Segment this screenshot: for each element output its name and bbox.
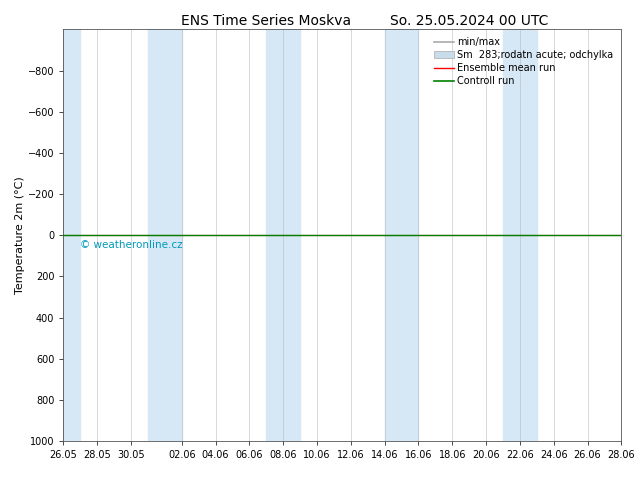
- Bar: [385, 29, 418, 441]
- Text: So. 25.05.2024 00 UTC: So. 25.05.2024 00 UTC: [390, 14, 548, 28]
- Text: © weatheronline.cz: © weatheronline.cz: [80, 241, 183, 250]
- Text: ENS Time Series Moskva: ENS Time Series Moskva: [181, 14, 351, 28]
- Bar: [148, 29, 182, 441]
- Legend: min/max, Sm  283;rodatn acute; odchylka, Ensemble mean run, Controll run: min/max, Sm 283;rodatn acute; odchylka, …: [431, 34, 616, 89]
- Bar: [503, 29, 537, 441]
- Y-axis label: Temperature 2m (°C): Temperature 2m (°C): [15, 176, 25, 294]
- Bar: [63, 29, 81, 441]
- Bar: [266, 29, 300, 441]
